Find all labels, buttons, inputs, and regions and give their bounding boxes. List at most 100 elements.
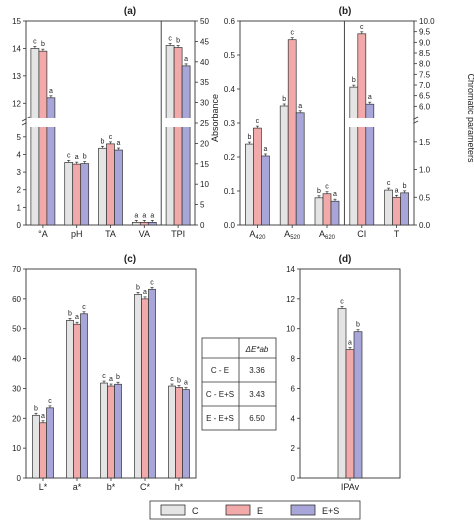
x-tick-label: A420	[249, 229, 266, 241]
y-tick-label: 40	[12, 355, 21, 364]
significance-letter: c	[256, 118, 260, 125]
bar-e	[141, 298, 149, 479]
legend-swatch-es	[290, 504, 316, 516]
legend-swatch-e	[225, 504, 251, 516]
significance-letter: b	[317, 188, 321, 195]
y-tick-label: 2	[17, 186, 22, 195]
y-tick-label: 10	[12, 444, 21, 453]
x-tick-label: L*	[39, 482, 48, 492]
bar-c	[30, 48, 40, 226]
bar-c	[64, 162, 74, 226]
significance-letter: c	[387, 180, 391, 187]
bar-c	[66, 320, 74, 479]
y-tick-label: 8	[291, 355, 296, 364]
legend-label-c: C	[192, 506, 199, 516]
bar-e	[345, 349, 355, 479]
y-tick-label: 12	[286, 295, 295, 304]
significance-letter: c	[325, 184, 329, 191]
delta-e-row-label: C - E+S	[206, 390, 234, 399]
significance-letter: a	[75, 154, 79, 161]
y2-tick-label: 6.5	[419, 92, 431, 101]
x-tick-label: C*	[140, 482, 150, 492]
bar-es	[46, 97, 56, 226]
y-tick-label: 50	[12, 325, 21, 334]
significance-letter: a	[142, 212, 146, 219]
bar-es	[182, 389, 190, 479]
y-tick-label: 1	[17, 203, 22, 212]
y-tick-label: 0.2	[224, 153, 236, 162]
panel-b-y-axis-label: Absorbance	[210, 94, 220, 142]
bar-c	[245, 143, 254, 226]
panel-b: 0.0 0.1 0.2 0.3 0.4 0.5 0.6 0.0 0.5 1.0 1.5 6.06.5 7…	[224, 17, 435, 241]
y-tick-label: 10	[286, 325, 295, 334]
significance-letter: c	[109, 134, 113, 141]
y-tick-label: 4	[17, 150, 22, 159]
y2-tick-label: 7.5	[419, 70, 431, 79]
y-tick-label: 15	[12, 17, 21, 26]
bar-e	[175, 387, 183, 479]
significance-letter: b	[176, 38, 180, 45]
x-tick-label: °A	[38, 229, 48, 239]
y2-tick-label: 50	[200, 17, 209, 26]
bar-c	[131, 222, 141, 226]
significance-letter: c	[360, 24, 364, 31]
legend-swatch-c	[160, 504, 186, 516]
y2-tick-label: 40	[200, 58, 209, 67]
axis-break-gap	[345, 118, 414, 127]
significance-letter: a	[49, 88, 53, 95]
y-tick-label: 0.3	[224, 119, 236, 128]
bar-e	[173, 47, 183, 226]
bar-e	[357, 33, 367, 226]
significance-letter: a	[395, 187, 399, 194]
significance-letter: c	[168, 35, 172, 42]
x-tick-label: T	[394, 229, 400, 239]
significance-letter: b	[403, 183, 407, 190]
y2-tick-label: 35	[200, 78, 209, 87]
axis-break-mark	[21, 116, 31, 122]
bar-es	[400, 192, 409, 226]
y-tick-label: 0.4	[224, 85, 236, 94]
significance-letter: b	[101, 138, 105, 145]
significance-letter: b	[41, 41, 45, 48]
significance-letter: b	[352, 77, 356, 84]
panel-a-title: (a)	[124, 6, 136, 17]
y-tick-label: 12	[12, 99, 21, 108]
significance-letter: c	[102, 373, 106, 380]
y2-tick-label: 30	[200, 99, 209, 108]
y-tick-label: 3	[17, 168, 22, 177]
panel-d-title: (d)	[339, 254, 352, 265]
delta-e-row-value: 6.50	[249, 414, 265, 423]
x-tick-label: IPAv	[341, 482, 360, 492]
bar-e	[253, 127, 262, 226]
significance-letter: a	[41, 413, 45, 420]
bar-e	[39, 422, 47, 479]
significance-letter: a	[143, 289, 147, 296]
significance-letter: a	[150, 212, 154, 219]
y-tick-label: 0	[17, 474, 22, 483]
significance-letter: b	[356, 322, 360, 329]
y2-tick-label: 20	[200, 139, 209, 148]
significance-letter: a	[75, 314, 79, 321]
significance-letter: a	[263, 146, 267, 153]
bar-c	[384, 189, 393, 226]
significance-letter: a	[348, 340, 352, 347]
y2-tick-label: 5	[200, 201, 205, 210]
y-tick-label: 4	[291, 414, 296, 423]
significance-letter: b	[177, 378, 181, 385]
y2-tick-label: 0.5	[419, 193, 431, 202]
bar-es	[114, 383, 122, 479]
bar-e	[38, 50, 48, 226]
bar-c	[279, 105, 289, 226]
delta-e-row-value: 3.36	[249, 366, 265, 375]
significance-letter: a	[184, 56, 188, 63]
significance-letter: c	[170, 376, 174, 383]
y2-tick-label: 8.0	[419, 60, 431, 69]
y-tick-label: 0.0	[224, 221, 236, 230]
significance-letter: c	[150, 279, 154, 286]
significance-letter: b	[34, 405, 38, 412]
bar-c	[314, 197, 324, 226]
significance-letter: c	[33, 38, 37, 45]
y-tick-label: 2	[291, 444, 296, 453]
y-tick-label: 14	[286, 265, 295, 274]
axis-break-gap	[26, 118, 195, 127]
